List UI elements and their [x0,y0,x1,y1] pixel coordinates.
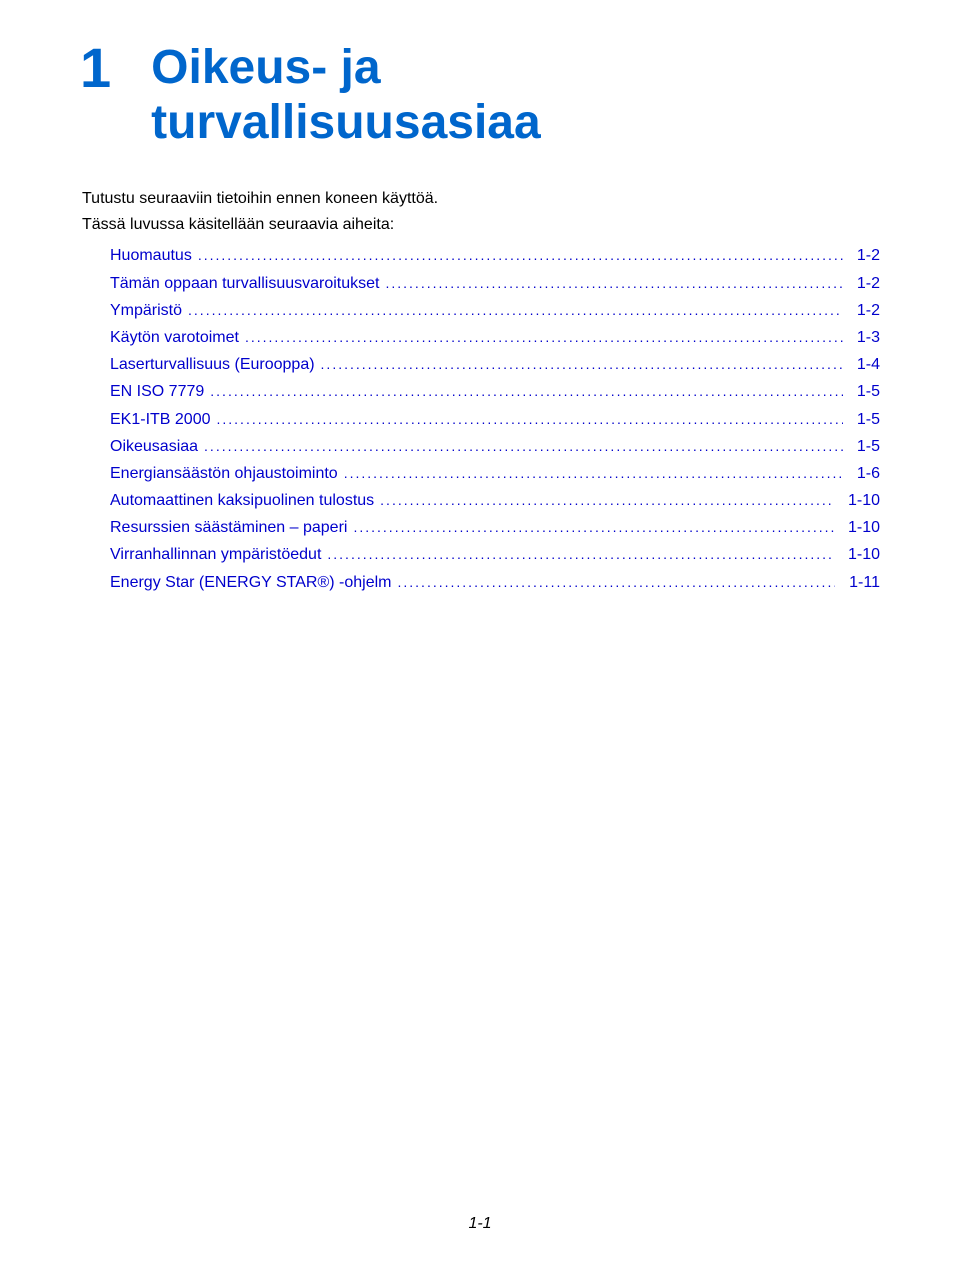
toc-leader-dots [344,460,843,487]
toc-item-label: Energy Star (ENERGY STAR®) -ohjelm [110,569,392,596]
toc-leader-dots [210,378,843,405]
toc-item[interactable]: Energy Star (ENERGY STAR®) -ohjelm 1-11 [110,569,880,596]
toc-item-page: 1-5 [849,433,880,460]
toc-item-page: 1-11 [841,569,880,596]
toc-item-page: 1-5 [849,378,880,405]
toc-item[interactable]: EN ISO 7779 1-5 [110,378,880,405]
toc-item-page: 1-10 [840,487,880,514]
toc-leader-dots [245,324,843,351]
toc-item[interactable]: Tämän oppaan turvallisuusvaroitukset 1-2 [110,270,880,297]
toc-item-label: Virranhallinnan ympäristöedut [110,541,321,568]
toc-item[interactable]: Käytön varotoimet 1-3 [110,324,880,351]
toc-item-label: Huomautus [110,242,192,269]
toc-leader-dots [188,297,843,324]
toc-item-label: Oikeusasiaa [110,433,198,460]
chapter-number: 1 [80,40,111,96]
toc-item-label: Resurssien säästäminen – paperi [110,514,347,541]
table-of-contents: Huomautus 1-2 Tämän oppaan turvallisuusv… [80,242,880,595]
toc-item[interactable]: Oikeusasiaa 1-5 [110,433,880,460]
toc-leader-dots [327,541,834,568]
toc-item-page: 1-6 [849,460,880,487]
chapter-title: Oikeus- ja turvallisuusasiaa [151,40,541,150]
toc-item-page: 1-4 [849,351,880,378]
toc-item-page: 1-10 [840,541,880,568]
toc-leader-dots [217,406,843,433]
intro-line-1: Tutustu seuraaviin tietoihin ennen konee… [82,190,880,208]
toc-item[interactable]: Resurssien säästäminen – paperi 1-10 [110,514,880,541]
toc-leader-dots [321,351,843,378]
chapter-title-line2: turvallisuusasiaa [151,95,541,150]
toc-item-page: 1-3 [849,324,880,351]
toc-item-label: EN ISO 7779 [110,378,204,405]
toc-item[interactable]: Huomautus 1-2 [110,242,880,269]
toc-leader-dots [353,514,834,541]
toc-item-page: 1-2 [849,270,880,297]
toc-item[interactable]: Ympäristö 1-2 [110,297,880,324]
toc-leader-dots [380,487,834,514]
chapter-header: 1 Oikeus- ja turvallisuusasiaa [80,40,880,150]
toc-item-page: 1-10 [840,514,880,541]
toc-item[interactable]: Virranhallinnan ympäristöedut 1-10 [110,541,880,568]
toc-item-page: 1-2 [849,297,880,324]
toc-item-label: Laserturvallisuus (Eurooppa) [110,351,315,378]
toc-leader-dots [385,270,842,297]
intro-line-2: Tässä luvussa käsitellään seuraavia aihe… [82,216,880,234]
toc-item-label: Käytön varotoimet [110,324,239,351]
toc-item[interactable]: Laserturvallisuus (Eurooppa) 1-4 [110,351,880,378]
chapter-title-line1: Oikeus- ja [151,40,541,95]
toc-leader-dots [198,242,843,269]
toc-item-label: Automaattinen kaksipuolinen tulostus [110,487,374,514]
toc-item-label: Ympäristö [110,297,182,324]
toc-item[interactable]: Automaattinen kaksipuolinen tulostus 1-1… [110,487,880,514]
toc-item-page: 1-5 [849,406,880,433]
toc-leader-dots [204,433,843,460]
toc-item-label: EK1-ITB 2000 [110,406,211,433]
toc-item-label: Tämän oppaan turvallisuusvaroitukset [110,270,379,297]
toc-item[interactable]: Energiansäästön ohjaustoiminto 1-6 [110,460,880,487]
toc-item[interactable]: EK1-ITB 2000 1-5 [110,406,880,433]
page-number-footer: 1-1 [0,1215,960,1233]
toc-item-page: 1-2 [849,242,880,269]
toc-leader-dots [398,569,836,596]
toc-item-label: Energiansäästön ohjaustoiminto [110,460,338,487]
